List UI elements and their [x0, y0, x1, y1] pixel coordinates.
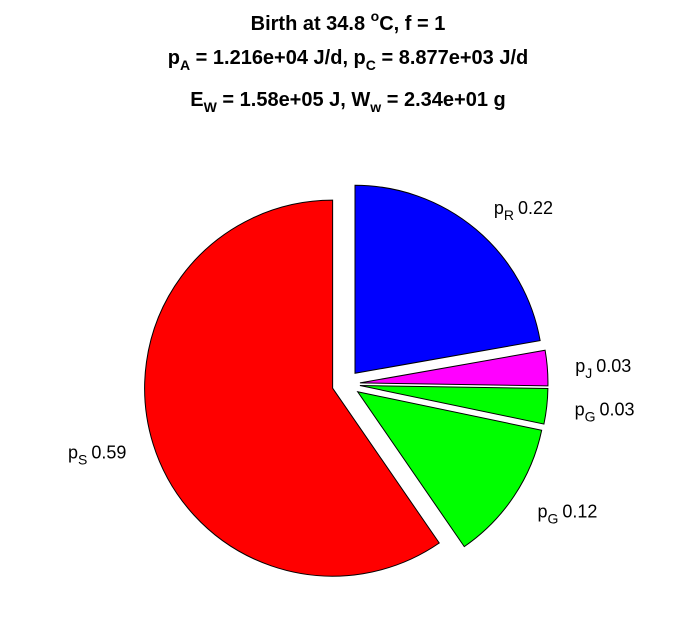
pie-slice-pg-4: [356, 391, 543, 548]
pie-slices: [144, 184, 549, 577]
slice-labels: pR 0.22 pJ 0.03 pG 0.03 pG 0.12 pS 0.59: [68, 198, 635, 527]
title-line-2: pA = 1.216e+04 J/d, pC = 8.877e+03 J/d: [168, 47, 529, 73]
pie-slice-ps-5: [144, 199, 440, 577]
title-line-1: Birth at 34.8 oC, f = 1: [251, 8, 446, 35]
slice-label-4: pG 0.12: [537, 501, 597, 526]
slice-label-3: pG 0.03: [575, 399, 635, 424]
title-line-3: EW = 1.58e+05 J, Ww = 2.34e+01 g: [190, 89, 505, 115]
slice-label-5: pS 0.59: [68, 442, 126, 467]
pie-slice-pr-1: [354, 184, 541, 374]
slice-label-1: pR 0.22: [494, 198, 553, 223]
slice-label-2: pJ 0.03: [575, 356, 631, 381]
pie-slice-pg-3: [359, 385, 549, 425]
pie-slice-pj-2: [359, 349, 549, 387]
chart-title: Birth at 34.8 oC, f = 1 pA = 1.216e+04 J/…: [168, 8, 529, 115]
